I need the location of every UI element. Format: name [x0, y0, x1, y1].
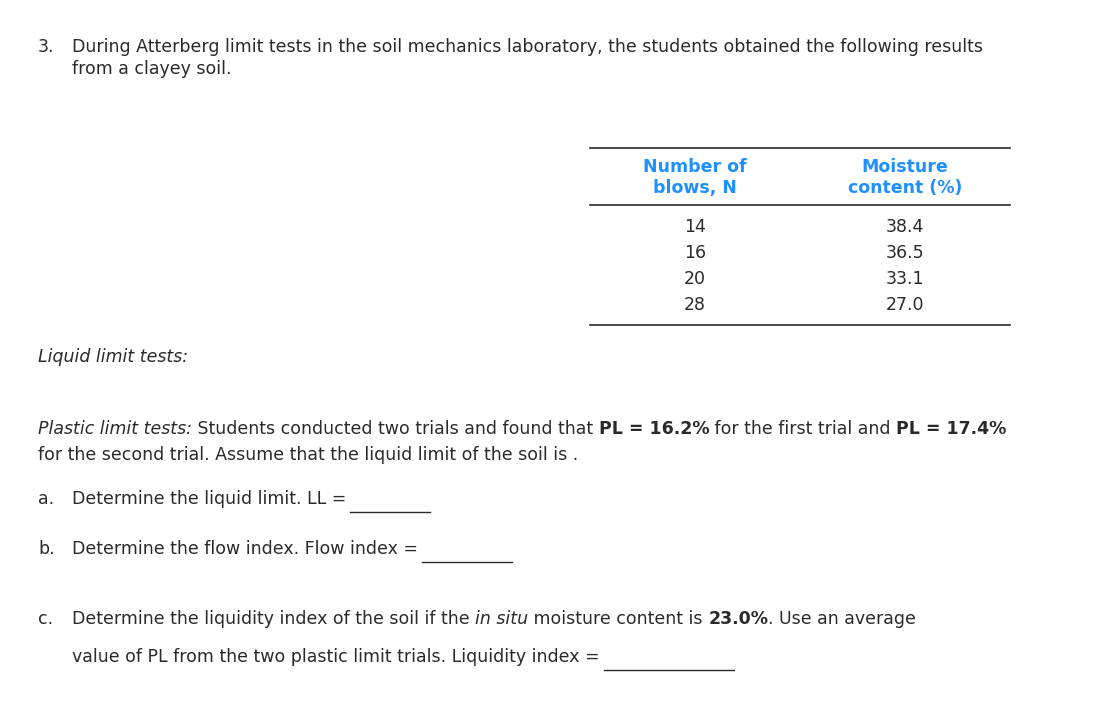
Text: Determine the flow index. Flow index =: Determine the flow index. Flow index =: [72, 540, 418, 558]
Text: for the second trial. Assume that the liquid limit of the soil is .: for the second trial. Assume that the li…: [38, 446, 578, 464]
Text: in situ: in situ: [475, 610, 528, 628]
Text: 16: 16: [684, 244, 706, 262]
Text: During Atterberg limit tests in the soil mechanics laboratory, the students obta: During Atterberg limit tests in the soil…: [72, 38, 983, 56]
Text: 3.: 3.: [38, 38, 54, 56]
Text: Determine the liquid limit. LL =: Determine the liquid limit. LL =: [72, 490, 346, 508]
Text: for the first trial and: for the first trial and: [709, 420, 897, 438]
Text: 28: 28: [684, 296, 706, 314]
Text: Moisture
content (%): Moisture content (%): [848, 158, 962, 197]
Text: value of PL from the two plastic limit trials. Liquidity index =: value of PL from the two plastic limit t…: [72, 648, 600, 666]
Text: PL = 16.2%: PL = 16.2%: [599, 420, 709, 438]
Text: 38.4: 38.4: [886, 218, 924, 236]
Text: a.: a.: [38, 490, 54, 508]
Text: 27.0: 27.0: [886, 296, 924, 314]
Text: 36.5: 36.5: [886, 244, 924, 262]
Text: Liquid limit tests:: Liquid limit tests:: [38, 348, 189, 366]
Text: PL = 17.4%: PL = 17.4%: [897, 420, 1007, 438]
Text: Number of
blows, N: Number of blows, N: [643, 158, 747, 197]
Text: c.: c.: [38, 610, 53, 628]
Text: moisture content is: moisture content is: [528, 610, 708, 628]
Text: b.: b.: [38, 540, 55, 558]
Text: 33.1: 33.1: [886, 270, 924, 288]
Text: 23.0%: 23.0%: [708, 610, 769, 628]
Text: 20: 20: [684, 270, 706, 288]
Text: Determine the liquidity index of the soil if the: Determine the liquidity index of the soi…: [72, 610, 475, 628]
Text: . Use an average: . Use an average: [769, 610, 917, 628]
Text: Plastic limit tests:: Plastic limit tests:: [38, 420, 192, 438]
Text: from a clayey soil.: from a clayey soil.: [72, 60, 232, 78]
Text: 14: 14: [684, 218, 706, 236]
Text: Students conducted two trials and found that: Students conducted two trials and found …: [192, 420, 599, 438]
